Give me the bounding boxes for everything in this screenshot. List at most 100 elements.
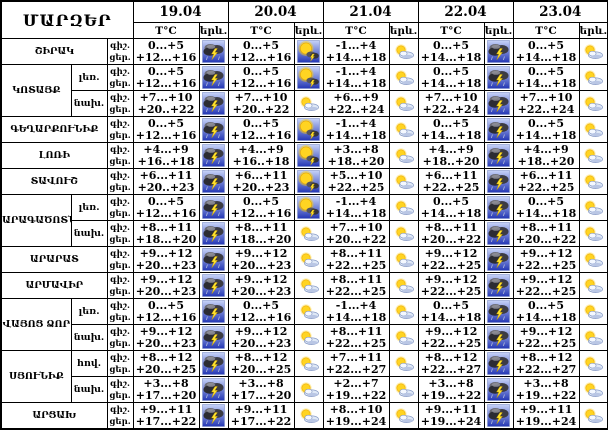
partly-cloudy-icon (295, 300, 322, 324)
weather-icon-cell (578, 38, 608, 65)
partly-cloudy-icon (295, 274, 322, 298)
temperature-cell: +3...+8 +19...+22 (417, 376, 485, 403)
temperature-cell: -1...+4 +14...+18 (322, 298, 390, 325)
day-temp: +22...+25 (515, 284, 577, 298)
thunderstorm-icon (200, 92, 227, 116)
weather-icon-cell (578, 272, 608, 299)
forecast-row: նախ. գիշ. ցեր. +9...+12 +20...+23 +9...+12 +2… (1, 324, 608, 351)
partly-cloudy-icon (584, 43, 604, 59)
night-label: գիշ. (110, 40, 130, 51)
day-temp: +14...+18 (515, 206, 577, 220)
day-temp: +22...+25 (325, 258, 387, 272)
partly-cloudy-icon (580, 92, 607, 116)
night-temp: 0...+5 (433, 298, 470, 312)
weather-icon-cell (293, 116, 324, 143)
day-temp: +16..+18 (232, 154, 290, 168)
day-temp: +12...+16 (135, 50, 197, 64)
weather-icon-cell (388, 402, 419, 430)
night-temp: +7...+10 (519, 90, 573, 104)
temperature-cell: +7...+10 +20..+22 (227, 90, 295, 117)
temperature-cell: +9...+12 +22...+25 (417, 324, 485, 351)
region-name: ԱՐՑԱԽ (0, 402, 108, 430)
zone-label: նախ. (70, 324, 108, 351)
forecast-row: ԱՐՑԱԽ գիշ. ցեր. +9...+11 +17...+22 +9...+11 +… (0, 402, 608, 430)
partly-cloudy-icon (390, 118, 417, 142)
partly-cloudy-icon (295, 403, 322, 428)
partly-cloudy-icon (299, 329, 319, 345)
temperature-cell: +9...+11 +17...+22 (132, 402, 200, 430)
night-temp: +2...+7 (333, 376, 379, 390)
night-day-labels: գիշ. ցեր. (106, 272, 134, 299)
thunderstorm-icon (485, 403, 512, 428)
thunderstorm-icon (485, 196, 512, 220)
partly-cloudy-icon (390, 92, 417, 116)
night-temp: +7...+10 (139, 90, 193, 104)
date-header-20.04: 20.04 (227, 0, 324, 23)
forecast-row: ԱՐՄԱՎԻՐ գիշ. ցեր. +9...+12 +20...+23 +9...+1… (0, 272, 608, 299)
zone-label: հով. (70, 350, 108, 377)
partly-cloudy-icon (394, 43, 414, 59)
day-temp: +14...+18 (515, 50, 577, 64)
weather-icon-cell (483, 272, 514, 299)
thunderstorm-icon (200, 352, 227, 376)
partly-cloudy-icon (584, 303, 604, 319)
weather-icon-cell (293, 402, 324, 430)
weather-icon-cell (483, 298, 514, 325)
temperature-cell: +7...+10 +20...+22 (322, 220, 390, 247)
partly-cloudy-icon (394, 381, 414, 397)
partly-cloudy-icon (390, 196, 417, 220)
day-temp: +19...+24 (325, 414, 387, 428)
day-label: ցեր. (109, 312, 131, 323)
weather-icon-cell (578, 376, 608, 403)
partly-cloudy-icon (390, 300, 417, 324)
weather-icon-cell (388, 142, 419, 169)
night-day-labels: գիշ. ցեր. (106, 194, 134, 221)
partly-cloudy-icon (580, 222, 607, 246)
weather-icon-cell (388, 350, 419, 377)
thunderstorm-icon (202, 40, 225, 63)
night-temp: 0...+5 (528, 64, 565, 78)
night-day-labels: գիշ. ցեր. (106, 350, 134, 377)
night-temp: +8...+11 (519, 220, 573, 234)
weather-icon-cell (578, 116, 608, 143)
weather-icon-cell (578, 168, 608, 195)
table-title: ՄԱՐԶԵՐ (0, 0, 134, 39)
temperature-cell: +9...+11 +19...+24 (512, 402, 580, 430)
temperature-cell: +5...+10 +22..+25 (322, 168, 390, 195)
thunderstorm-icon (202, 274, 225, 297)
thunderstorm-icon (202, 326, 225, 349)
weather-icon-cell (198, 298, 229, 325)
partly-cloudy-icon (394, 407, 414, 423)
weather-icon-cell (293, 298, 324, 325)
night-label: գիշ. (110, 92, 130, 103)
day-temp: +22..+24 (327, 102, 385, 116)
thunderstorm-icon (485, 378, 512, 402)
weather-icon-cell (293, 90, 324, 117)
day-temp: +12...+16 (230, 128, 292, 142)
partly-cloudy-icon (394, 251, 414, 267)
temperature-cell: 0...+5 +14...+18 (417, 38, 485, 65)
region-name: ԿՈՏԱՅՔ (0, 64, 72, 117)
partly-cloudy-icon (580, 248, 607, 272)
thunderstorm-icon (487, 404, 510, 427)
night-temp: +8...+11 (234, 220, 288, 234)
thunderstorm-icon (200, 40, 227, 64)
weather-icon-cell (388, 220, 419, 247)
night-temp: +9...+11 (519, 402, 573, 416)
temperature-cell: 0...+5 +14...+18 (417, 298, 485, 325)
partly-cloudy-icon (580, 118, 607, 142)
night-temp: +9...+12 (519, 272, 573, 286)
weather-icon-cell (388, 168, 419, 195)
night-label: գիշ. (110, 352, 130, 363)
temperature-cell: +2...+7 +19...+22 (322, 376, 390, 403)
region-name: ԱՐԱՐԱՏ (0, 246, 108, 273)
night-temp: 0...+5 (528, 194, 565, 208)
thunderstorm-icon (200, 144, 227, 168)
partly-cloudy-icon (390, 144, 417, 168)
weather-icon-cell (293, 142, 324, 169)
region-name: ՎԱՅՈՑ ՁՈՐ (0, 298, 72, 351)
day-temp: +20...+23 (135, 284, 197, 298)
thunderstorm-icon (485, 248, 512, 272)
weather-icon-cell (388, 376, 419, 403)
day-temp: +18..+20 (327, 154, 385, 168)
